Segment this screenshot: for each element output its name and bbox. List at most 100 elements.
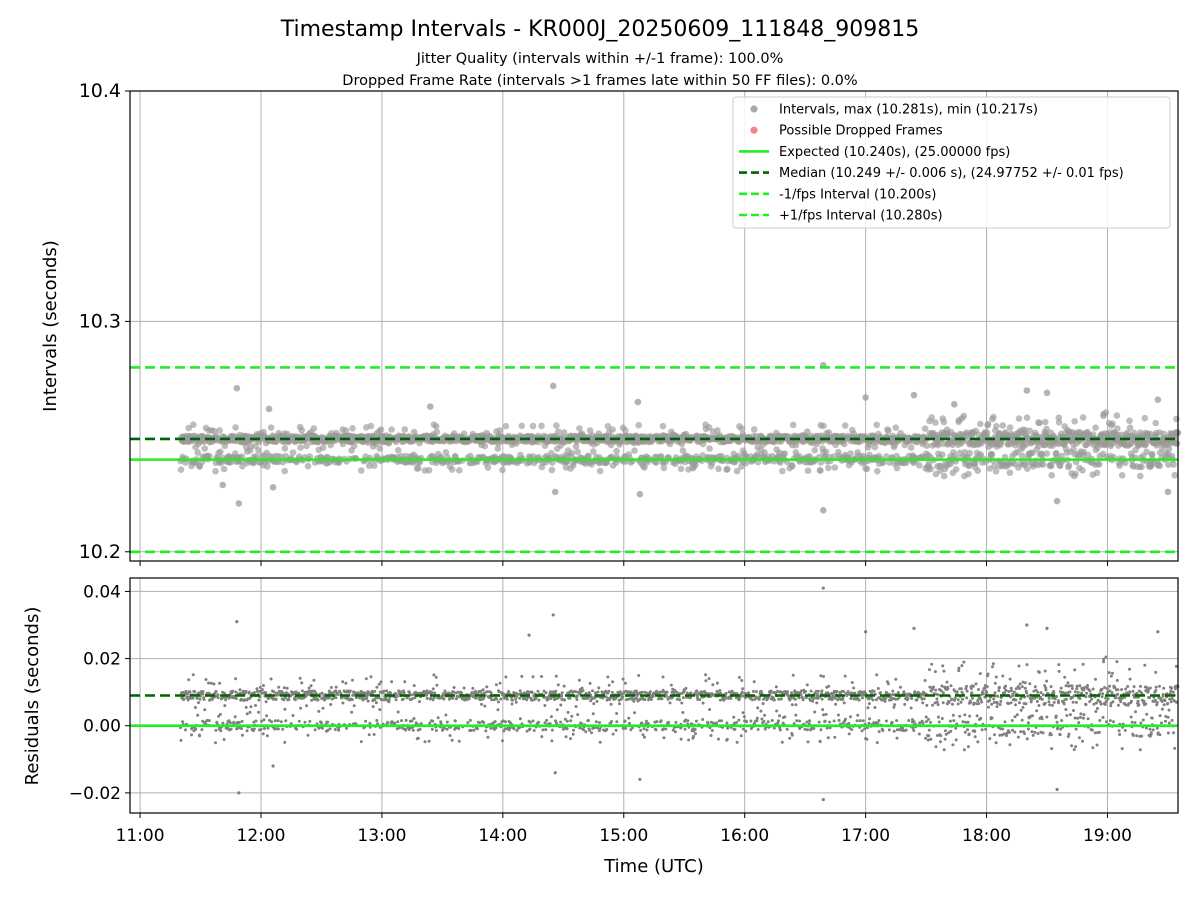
residual-point	[308, 719, 312, 723]
residual-point	[955, 690, 959, 694]
residual-point	[645, 728, 649, 732]
residual-point	[216, 696, 220, 700]
residual-point	[260, 688, 264, 692]
residual-point	[221, 721, 225, 725]
residual-point	[1007, 690, 1011, 693]
interval-point	[885, 427, 892, 435]
residual-point	[704, 679, 708, 683]
residual-point	[609, 702, 613, 706]
residual-point	[1014, 698, 1018, 702]
interval-point	[1043, 450, 1051, 457]
residual-point	[1040, 697, 1044, 701]
residual-point	[756, 728, 760, 731]
residual-point	[418, 700, 421, 704]
residual-point	[939, 734, 943, 738]
interval-point	[370, 462, 378, 470]
residual-point	[1051, 703, 1054, 707]
residual-point	[956, 702, 960, 706]
interval-outlier-point	[950, 401, 958, 408]
residual-point	[818, 740, 822, 744]
residual-point	[623, 719, 627, 723]
residual-point	[1040, 717, 1044, 721]
interval-point	[177, 466, 185, 474]
residual-point	[827, 684, 831, 688]
residual-point	[223, 704, 227, 708]
residual-point	[822, 713, 825, 717]
residual-point	[306, 733, 310, 737]
residual-point	[892, 705, 896, 709]
residual-point	[990, 716, 994, 720]
interval-point	[560, 429, 568, 436]
residual-point	[219, 729, 223, 733]
top-y-tick-label: 10.4	[79, 80, 121, 102]
residual-point	[692, 734, 696, 738]
residual-point	[303, 720, 307, 724]
interval-point	[883, 453, 890, 460]
residual-point	[386, 720, 390, 724]
residual-point	[1047, 696, 1051, 700]
residual-point	[962, 660, 966, 664]
residual-point	[686, 719, 690, 723]
interval-point	[217, 448, 224, 456]
residual-point	[478, 721, 482, 725]
residual-point	[643, 698, 647, 701]
residual-point	[493, 720, 497, 724]
interval-point	[1141, 414, 1149, 422]
residual-point	[821, 708, 825, 712]
legend-label: Expected (10.240s), (25.00000 fps)	[779, 145, 1010, 160]
residual-point	[403, 680, 407, 684]
residual-point	[499, 697, 503, 701]
residual-point	[740, 690, 744, 694]
residual-point	[231, 689, 235, 693]
residual-point	[313, 728, 317, 732]
residual-point	[427, 739, 431, 743]
residual-point	[587, 719, 590, 722]
residual-point	[1018, 682, 1022, 686]
interval-point	[394, 446, 402, 454]
residual-point	[992, 701, 996, 704]
residual-point	[891, 689, 895, 693]
residual-point	[212, 682, 216, 686]
residual-point	[761, 702, 765, 706]
residual-point	[1010, 689, 1013, 693]
interval-point	[281, 467, 289, 475]
residual-point	[833, 735, 837, 739]
residual-point	[913, 690, 917, 694]
residual-point	[252, 727, 256, 731]
interval-point	[613, 447, 620, 455]
residual-point	[749, 719, 753, 723]
residual-point	[956, 698, 960, 702]
residual-point	[1047, 700, 1051, 704]
interval-point	[893, 464, 901, 472]
residual-point	[993, 681, 997, 685]
interval-point	[820, 422, 827, 430]
residual-point	[863, 727, 867, 731]
legend-label: -1/fps Interval (10.200s)	[779, 187, 936, 202]
residual-point	[936, 715, 940, 719]
interval-point	[555, 428, 562, 435]
residual-point	[204, 678, 208, 681]
interval-point	[349, 425, 356, 432]
interval-point	[1173, 415, 1180, 423]
interval-point	[388, 426, 395, 433]
residual-point	[432, 673, 436, 677]
residual-point	[886, 682, 890, 686]
residual-point	[805, 683, 809, 687]
residual-point	[572, 728, 575, 732]
residual-point	[756, 706, 760, 710]
residual-point	[198, 697, 202, 701]
interval-point	[923, 442, 931, 450]
residual-point	[1057, 669, 1061, 673]
residual-point	[760, 717, 764, 721]
residual-point	[664, 727, 668, 731]
interval-point	[1041, 418, 1049, 426]
residual-point	[201, 690, 205, 693]
residual-point	[471, 686, 475, 690]
interval-point	[297, 444, 304, 451]
residual-point	[544, 728, 548, 732]
interval-point	[425, 467, 433, 474]
residual-point	[444, 713, 448, 717]
residual-point	[510, 698, 514, 702]
residual-point	[649, 698, 653, 701]
residual-point	[393, 721, 397, 725]
